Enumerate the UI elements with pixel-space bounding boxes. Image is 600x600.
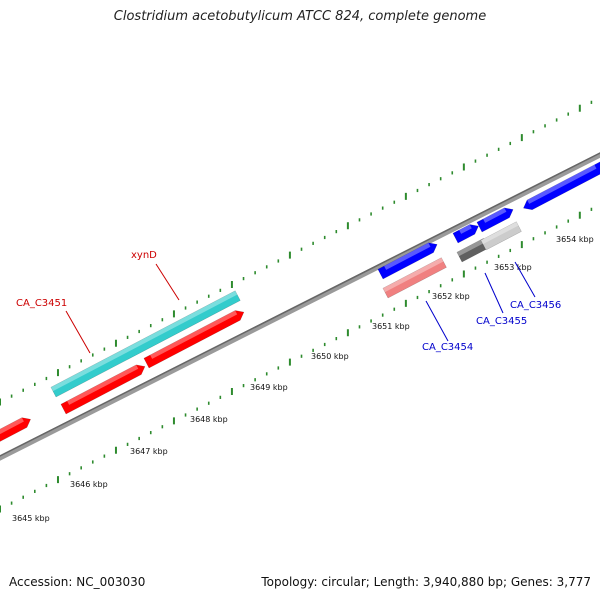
gene-arrow-blue <box>377 242 438 280</box>
gene-label-leader <box>425 300 449 342</box>
gene-label-leader <box>484 272 504 314</box>
gene-arrow-cyan <box>50 290 241 398</box>
genome-backbone <box>0 152 600 461</box>
genome-backbone-edge <box>0 152 600 457</box>
gene-arrow-red <box>143 310 245 369</box>
gene-label-ca_c3454: CA_C3454 <box>422 342 473 353</box>
gene-label-ca_c3451: CA_C3451 <box>16 298 67 309</box>
gene-arrow-red-highlight <box>150 310 238 359</box>
scale-label: 3652 kbp <box>432 292 470 301</box>
gene-arrow-pink <box>382 257 447 299</box>
gene-arrow-blue-highlight <box>527 164 597 204</box>
figure-title: Clostridium acetobutylicum ATCC 824, com… <box>113 9 487 24</box>
gene-arrow-blue-highlight <box>483 207 507 223</box>
gene-label-leader <box>155 263 180 301</box>
gene-arrow-cyan-highlight <box>50 290 238 392</box>
topology-text: Topology: circular; Length: 3,940,880 bp… <box>261 575 591 589</box>
scale-label: 3647 kbp <box>130 447 168 456</box>
gene-arrow-lightgray-highlight <box>480 221 519 245</box>
scale-label: 3645 kbp <box>12 514 50 523</box>
scale-label: 3648 kbp <box>190 415 228 424</box>
gene-label-ca_c3456: CA_C3456 <box>510 300 561 311</box>
gene-arrow-blue <box>523 161 600 211</box>
gene-label-leader <box>514 261 536 298</box>
gene-arrow-red <box>0 417 31 442</box>
gene-arrow-darkgray-highlight <box>456 238 486 257</box>
scale-label: 3653 kbp <box>494 263 532 272</box>
gene-arrow-lightgray <box>480 221 522 251</box>
scale-label: 3654 kbp <box>556 235 594 244</box>
gene-label-leader <box>65 310 91 354</box>
gene-arrow-blue <box>452 224 479 244</box>
gene-arrow-red-highlight <box>0 417 24 435</box>
gene-arrow-red <box>60 364 146 415</box>
gene-arrow-pink-highlight <box>382 257 444 293</box>
gene-label-xynd: xynD <box>131 250 157 261</box>
scale-label: 3649 kbp <box>250 383 288 392</box>
accession-text: Accession: NC_003030 <box>9 575 146 589</box>
gene-arrow-red-highlight <box>67 364 139 405</box>
gene-arrow-blue-highlight <box>384 242 431 270</box>
gene-arrow-blue <box>476 207 514 233</box>
scale-label: 3651 kbp <box>372 322 410 331</box>
scale-label: 3646 kbp <box>70 480 108 489</box>
gene-label-ca_c3455: CA_C3455 <box>476 316 527 327</box>
gene-arrow-blue-highlight <box>459 224 472 234</box>
scale-label: 3650 kbp <box>311 352 349 361</box>
